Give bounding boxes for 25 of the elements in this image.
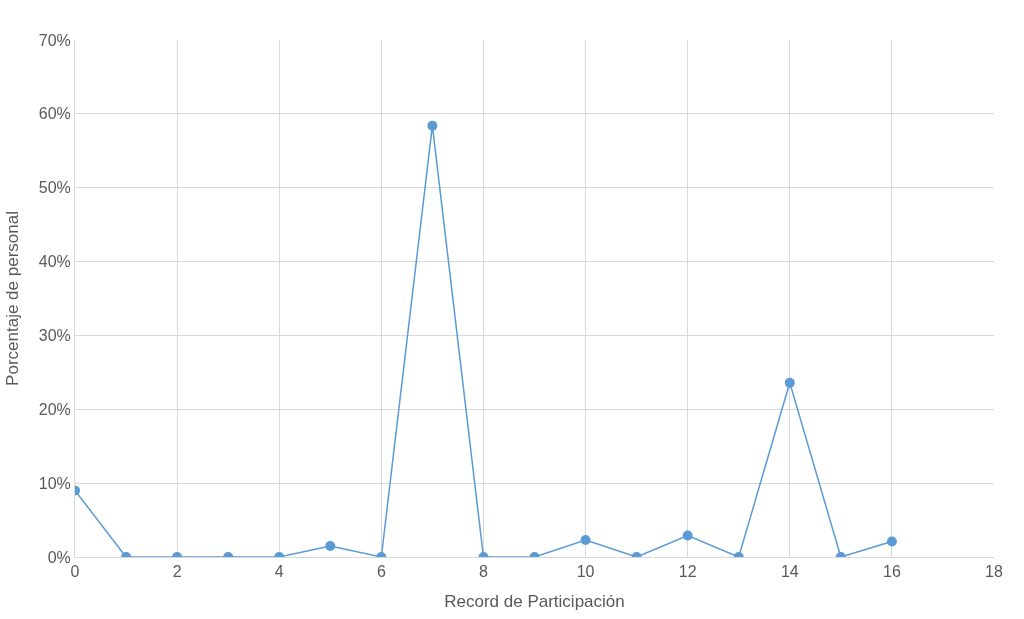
x-tick-label: 14 (780, 563, 799, 581)
y-tick-label: 20% (38, 400, 71, 418)
y-tick-label: 30% (38, 327, 71, 345)
y-tick-label: 60% (38, 105, 71, 123)
x-tick-label: 12 (678, 563, 697, 581)
x-tick-label: 18 (985, 563, 1003, 581)
y-tick-label: 70% (38, 31, 71, 49)
point (325, 540, 336, 551)
x-tick-label: 4 (274, 563, 284, 581)
x-tick-label: 8 (478, 563, 488, 581)
y-tick-label: 40% (38, 253, 71, 271)
y-tick-label: 10% (38, 474, 71, 492)
y-axis-title: Porcentaje de personal (3, 211, 23, 386)
x-tick-label: 10 (576, 563, 595, 581)
x-tick-label: 0 (70, 563, 80, 581)
y-tick-label: 50% (38, 179, 71, 197)
x-axis-title: Record de Participación (444, 591, 625, 611)
point (784, 377, 795, 388)
point (886, 536, 897, 547)
x-tick-label: 2 (172, 563, 182, 581)
x-tick-label: 16 (882, 563, 901, 581)
point (427, 120, 438, 131)
x-tick-label: 6 (376, 563, 386, 581)
point (682, 530, 693, 541)
y-tick-label: 0% (47, 548, 71, 566)
